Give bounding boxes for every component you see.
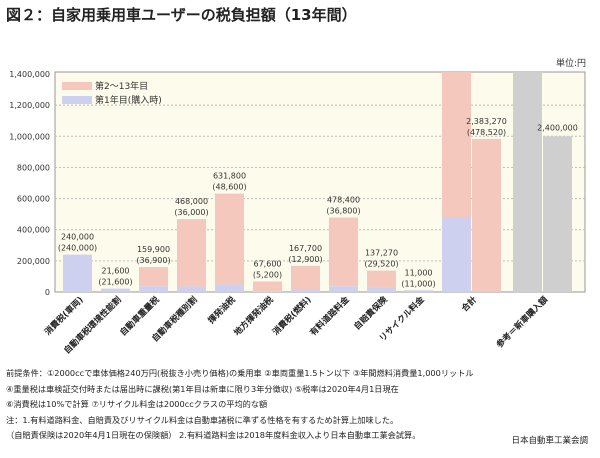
- x-tick-label: 自賠責保険: [352, 294, 390, 332]
- legend-swatch: [62, 96, 92, 104]
- bar-first-year: [404, 290, 433, 292]
- data-sublabel: (36,900): [136, 256, 170, 265]
- bar-first-year: [367, 287, 396, 292]
- bar-first-year: [139, 286, 168, 292]
- data-label: 631,800: [213, 172, 246, 181]
- legend-swatch: [62, 82, 92, 90]
- bar-reference: [513, 72, 542, 292]
- notes: 前提条件：①2000ccで車体価格240万円(税抜き小売り価格)の乗用車 ②車両…: [6, 366, 474, 444]
- x-tick-label: 揮発油税: [206, 294, 238, 326]
- note-line: 注：1.有料道路料金、自賠責及びリサイクル料金は自動車諸税に準ずる性格を有するた…: [6, 414, 399, 425]
- y-tick-label: 1,000,000: [9, 132, 50, 141]
- bar-later-years: [139, 267, 168, 287]
- data-sublabel: (240,000): [58, 244, 97, 253]
- bar-later-years: [329, 217, 358, 287]
- bar-first-year: [177, 286, 206, 292]
- y-tick-label: 600,000: [17, 195, 50, 204]
- legend-label: 第2～13年目: [95, 80, 148, 92]
- bar-later-years: [442, 72, 471, 218]
- x-tick-label: 地方揮発油税: [232, 294, 276, 338]
- data-sublabel: (36,800): [326, 207, 360, 216]
- y-tick-label: 200,000: [17, 257, 50, 266]
- data-label: 2,400,000: [537, 123, 578, 132]
- bar-first-year: [63, 254, 92, 292]
- data-label: 478,400: [327, 196, 360, 205]
- note-line: 前提条件：①2000ccで車体価格240万円(税抜き小売り価格)の乗用車 ②車両…: [6, 368, 474, 378]
- data-sublabel: (5,200): [253, 270, 282, 279]
- data-label: 159,900: [137, 245, 170, 254]
- y-tick-label: 800,000: [17, 163, 50, 172]
- bar-first-year: [329, 286, 358, 292]
- bar-reference-continued: [543, 136, 572, 292]
- bar-later-years: [253, 281, 282, 292]
- x-tick-label: 有料道路料金: [308, 294, 352, 338]
- note-line: （自賠責保険は2020年4月1日現在の保険額） 2.有料道路料金は2018年度料…: [6, 430, 421, 440]
- data-sublabel: (21,600): [98, 278, 132, 287]
- bar-chart: 0 200,000 400,000 600,000 800,000 1,000,000 1,…: [9, 70, 586, 356]
- data-label: 240,000: [61, 233, 94, 242]
- data-sublabel: (12,900): [288, 255, 322, 264]
- bar-later-years-continued: [472, 138, 501, 292]
- bar-first-year: [215, 284, 244, 292]
- note-line: ⑥消費税は10%で計算 ⑦リサイクル料金は2000ccクラスの平均的な額: [6, 399, 268, 409]
- data-label: 2,383,270: [466, 117, 507, 126]
- data-label: 468,000: [175, 197, 208, 206]
- data-label: 21,600: [102, 267, 130, 276]
- data-sublabel: (48,600): [212, 183, 246, 192]
- data-label: 11,000: [405, 268, 433, 277]
- bar-first-year: [101, 288, 130, 292]
- bar-later-years: [291, 265, 320, 290]
- data-label: 67,600: [254, 259, 282, 268]
- legend-label: 第1年目(購入時): [95, 94, 162, 106]
- y-tick-label: 400,000: [17, 226, 50, 235]
- y-tick-label: 1,200,000: [9, 101, 50, 110]
- bar-later-years: [367, 270, 396, 288]
- y-tick-label: 1,400,000: [9, 70, 50, 79]
- data-sublabel: (36,000): [174, 208, 208, 217]
- data-sublabel: (11,000): [401, 279, 435, 288]
- bar-later-years: [215, 193, 244, 285]
- source-label: 日本自動車工業会調: [511, 436, 588, 446]
- x-tick-label: 参考＝新車購入額: [494, 294, 550, 350]
- note-line: ④重量税は車検証交付時または届出時に課税(第1年目は新車に限り3年分徴収) ⑤税…: [6, 383, 399, 394]
- chart-title: 図２：自家用乗用車ユーザーの税負担額（13年間）: [6, 6, 357, 24]
- data-sublabel: (478,520): [467, 128, 506, 137]
- data-label: 167,700: [289, 244, 322, 253]
- bar-first-year: [253, 291, 282, 292]
- x-tick-label: 合計: [459, 294, 480, 315]
- bar-first-year: [442, 217, 471, 292]
- data-label: 137,270: [365, 249, 398, 258]
- unit-label: 単位:円: [555, 59, 586, 69]
- y-tick-label: 0: [45, 288, 50, 297]
- bar-later-years: [177, 219, 206, 287]
- bar-first-year: [291, 289, 320, 292]
- data-sublabel: (29,520): [364, 260, 398, 269]
